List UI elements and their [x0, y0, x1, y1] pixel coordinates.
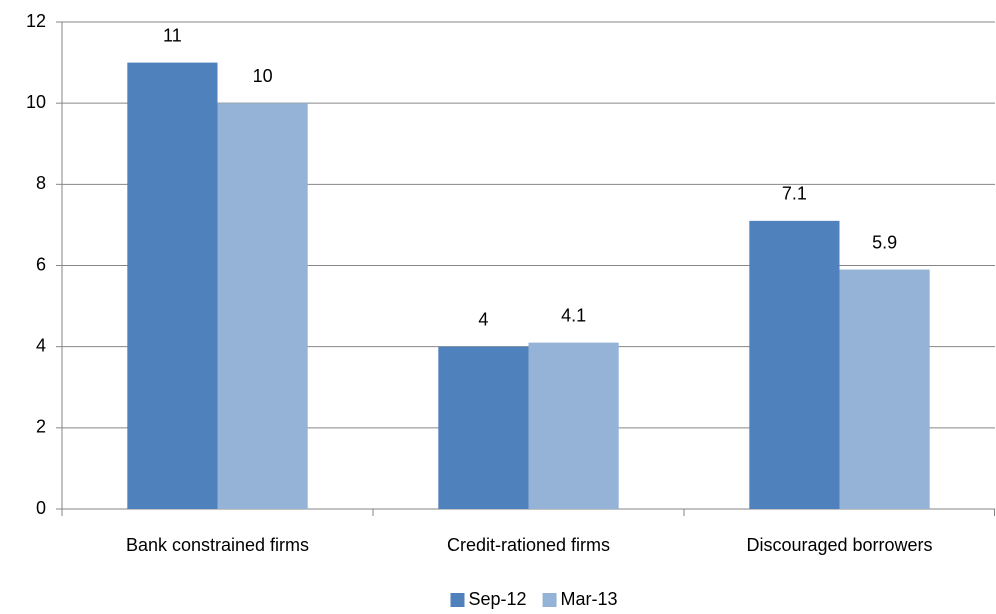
bar	[839, 269, 930, 509]
legend-label: Mar-13	[561, 589, 618, 609]
legend-label: Sep-12	[469, 589, 527, 609]
data-label: 4.1	[561, 305, 586, 325]
x-tick-label: Bank constrained firms	[126, 535, 309, 555]
x-tick-label: Credit-rationed firms	[447, 535, 610, 555]
y-tick-label: 0	[36, 498, 46, 518]
y-tick-label: 2	[36, 417, 46, 437]
y-tick-label: 12	[26, 11, 46, 31]
y-tick-label: 4	[36, 335, 46, 355]
legend-swatch	[542, 593, 557, 607]
data-label: 7.1	[782, 184, 807, 204]
bar	[438, 346, 529, 509]
y-tick-label: 10	[26, 92, 46, 112]
bar	[127, 62, 218, 509]
bar	[217, 103, 308, 510]
legend-swatch	[450, 593, 465, 607]
bar	[749, 220, 840, 509]
y-tick-label: 6	[36, 254, 46, 274]
x-tick-label: Discouraged borrowers	[746, 535, 932, 555]
data-label: 10	[253, 66, 273, 86]
bar	[528, 342, 619, 509]
y-tick-label: 8	[36, 173, 46, 193]
data-label: 5.9	[872, 232, 897, 252]
data-label: 11	[163, 25, 182, 45]
data-label: 4	[478, 309, 488, 329]
